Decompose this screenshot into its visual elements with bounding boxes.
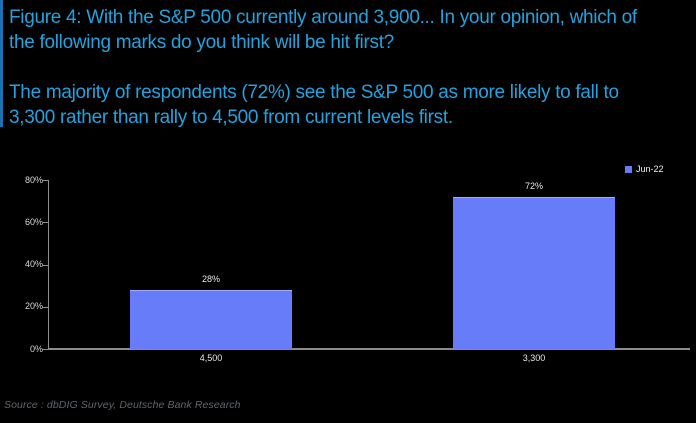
- figure-subtitle-line1: The majority of respondents (72%) see th…: [9, 82, 619, 103]
- y-tick-label: 20%: [24, 301, 43, 312]
- bar-chart: Jun-22 0% 20% 40% 60% 80% 28% 4,500 72% 3,300: [0, 160, 696, 372]
- header: Figure 4: With the S&P 500 currently aro…: [9, 5, 694, 130]
- figure-subtitle-line2: 3,300 rather than rally to 4,500 from cu…: [9, 107, 453, 128]
- bar-value-label: 72%: [524, 181, 543, 191]
- figure-title-line1: Figure 4: With the S&P 500 currently aro…: [9, 7, 637, 28]
- y-tick-mark: [43, 306, 48, 308]
- figure-title: Figure 4: With the S&P 500 currently aro…: [9, 5, 694, 55]
- source-note: Source : dbDIG Survey, Deutsche Bank Res…: [4, 399, 241, 411]
- y-tick-label: 40%: [24, 259, 43, 269]
- category-label: 3,300: [522, 353, 546, 363]
- y-tick-mark: [43, 264, 48, 266]
- y-tick-mark: [43, 349, 48, 350]
- y-tick-mark: [43, 222, 48, 224]
- header-accent-bar: [0, 0, 3, 127]
- legend-label: Jun-22: [636, 164, 664, 174]
- y-tick-label: 60%: [24, 216, 43, 227]
- bar-3300: [453, 197, 615, 349]
- bar-4500: [130, 290, 292, 349]
- y-axis-line: [48, 180, 49, 349]
- figure-subtitle: The majority of respondents (72%) see th…: [9, 80, 694, 130]
- category-label: 4,500: [199, 353, 223, 363]
- bar-value-label: 28%: [201, 274, 220, 284]
- legend-swatch-icon: [625, 165, 632, 173]
- y-tick-mark: [43, 180, 48, 181]
- x-axis-line: [48, 348, 690, 350]
- y-tick-label: 0%: [29, 343, 43, 354]
- y-tick-label: 80%: [24, 174, 43, 185]
- legend: Jun-22: [625, 164, 664, 174]
- figure-title-line2: the following marks do you think will be…: [9, 32, 394, 53]
